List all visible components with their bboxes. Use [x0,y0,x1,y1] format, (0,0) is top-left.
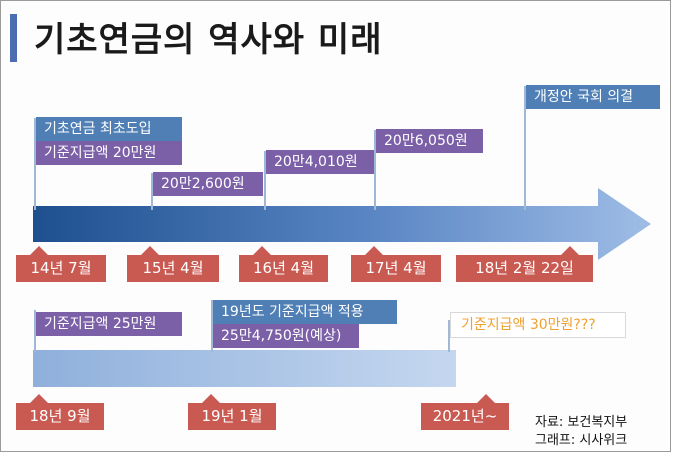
date-14-jul: 14년 7월 [16,246,106,282]
label-assembly: 개정안 국회 의결 [526,85,660,109]
credits: 자료: 보건복지부 그래프: 시사위크 [535,414,627,450]
date-15-apr: 15년 4월 [127,246,219,282]
title-accent-bar [10,14,17,62]
connector-16 [264,151,266,210]
date-18-feb-22: 18년 2월 22일 [456,246,593,282]
timeline-arrow-1 [33,188,651,260]
timeline-bar-2 [33,350,456,387]
credit-source: 자료: 보건복지부 [535,415,628,430]
label-amount-17: 20만6,050원 [376,129,483,153]
date-16-apr: 16년 4월 [239,246,328,282]
label-amount-18: 기준지급액 25만원 [36,312,182,336]
connector-15 [151,173,153,210]
label-expect-19: 25만4,750원(예상) [213,324,359,348]
label-amount-14: 기준지급액 20만원 [36,141,182,165]
label-future: 기준지급액 30만원??? [450,312,626,338]
label-apply-19: 19년도 기준지급액 적용 [213,300,397,324]
date-18-sep: 18년 9월 [16,394,104,430]
credit-graphic: 그래프: 시사위크 [535,433,628,448]
connector-14 [34,118,36,210]
date-2021: 2021년~ [421,394,509,430]
page-title: 기초연금의 역사와 미래 [34,20,383,60]
label-intro: 기초연금 최초도입 [36,117,182,141]
connector-18 [524,86,526,210]
label-amount-15: 20만2,600원 [153,172,263,196]
connector-19-jan [211,300,213,352]
connector-2021 [448,320,450,352]
connector-17 [374,130,376,210]
connector-18-sep [34,310,36,352]
label-amount-16: 20만4,010원 [266,150,374,174]
date-19-jan: 19년 1월 [188,394,276,430]
date-17-apr: 17년 4월 [351,246,441,282]
